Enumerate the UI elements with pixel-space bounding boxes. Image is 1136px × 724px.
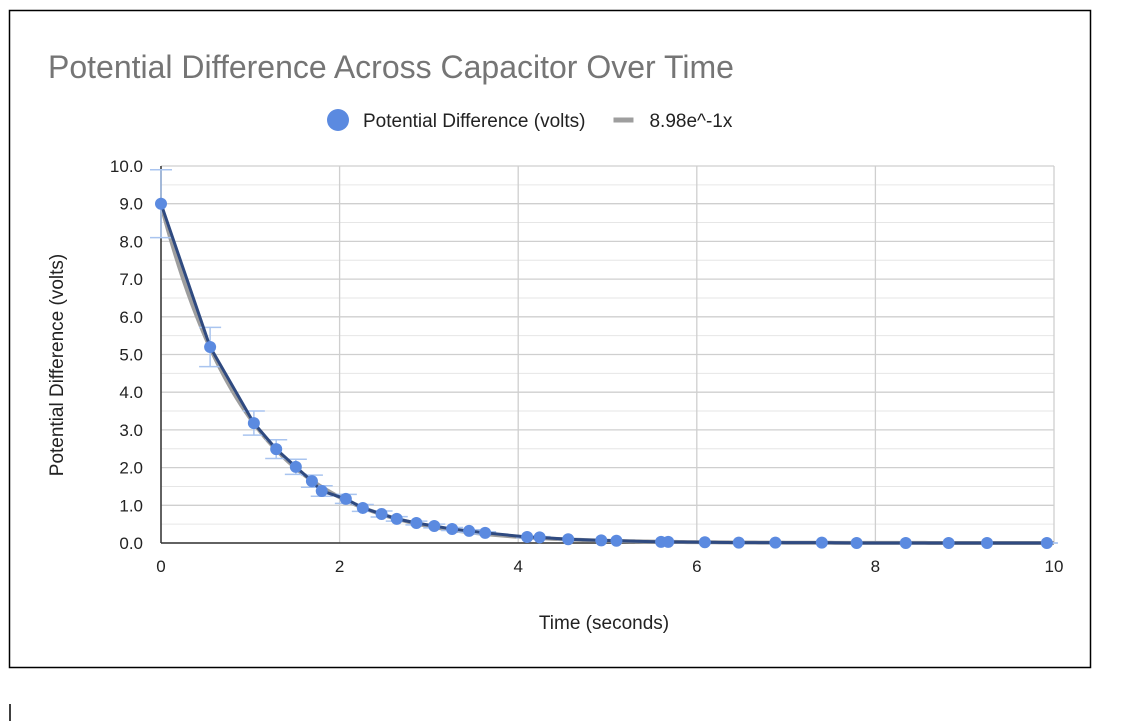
legend-label: Potential Difference (volts) — [363, 111, 585, 132]
data-point — [595, 534, 608, 547]
y-tick-label: 5.0 — [119, 346, 143, 365]
plot-area — [150, 169, 1058, 549]
y-tick-label: 8.0 — [119, 232, 143, 251]
x-tick-label: 8 — [871, 557, 880, 576]
data-point — [247, 417, 260, 430]
data-point — [1040, 537, 1053, 549]
data-point — [339, 492, 352, 505]
data-point — [769, 536, 782, 549]
legend-marker — [327, 109, 349, 131]
legend-label: 8.98e^-1x — [649, 111, 732, 132]
data-point — [815, 536, 828, 549]
data-point — [562, 533, 575, 546]
data-point — [463, 524, 476, 537]
y-tick-label: 2.0 — [119, 459, 143, 478]
data-point — [850, 537, 863, 549]
x-tick-label: 10 — [1045, 557, 1064, 576]
x-tick-label: 2 — [335, 557, 344, 576]
y-tick-label: 1.0 — [119, 496, 143, 515]
x-tick-label: 6 — [692, 557, 701, 576]
data-point — [942, 537, 955, 549]
chart-frame — [8, 9, 1092, 669]
legend: Potential Difference (volts) 8.98e^-1x — [327, 109, 733, 132]
y-axis-label: Potential Difference (volts) — [47, 254, 68, 476]
data-point — [305, 475, 318, 488]
data-point — [390, 512, 403, 525]
y-tick-label: 6.0 — [119, 308, 143, 327]
data-point — [479, 526, 492, 539]
data-point — [899, 537, 912, 549]
data-point — [428, 520, 441, 533]
y-tick-label: 4.0 — [119, 383, 143, 402]
data-point — [732, 536, 745, 549]
data-point — [375, 507, 388, 520]
data-point — [204, 340, 217, 353]
data-point — [521, 530, 534, 543]
x-tick-label: 0 — [156, 557, 165, 576]
data-point — [981, 537, 994, 549]
y-tick-label: 3.0 — [119, 421, 143, 440]
data-point — [410, 517, 423, 530]
data-point — [155, 197, 167, 210]
data-point — [356, 501, 369, 514]
data-point — [270, 443, 283, 456]
data-point — [315, 484, 328, 497]
chart-title: Potential Difference Across Capacitor Ov… — [48, 49, 734, 85]
data-point — [289, 460, 302, 473]
x-axis-label: Time (seconds) — [539, 613, 669, 634]
data-point — [446, 523, 459, 536]
x-tick-label: 4 — [513, 557, 522, 576]
data-point — [698, 536, 711, 549]
data-point — [662, 535, 675, 548]
y-tick-label: 7.0 — [119, 270, 143, 289]
y-tick-label: 0.0 — [119, 534, 143, 553]
y-tick-label: 10.0 — [110, 157, 143, 176]
y-tick-label: 9.0 — [119, 195, 143, 214]
data-point — [533, 531, 546, 544]
data-point — [610, 534, 623, 547]
